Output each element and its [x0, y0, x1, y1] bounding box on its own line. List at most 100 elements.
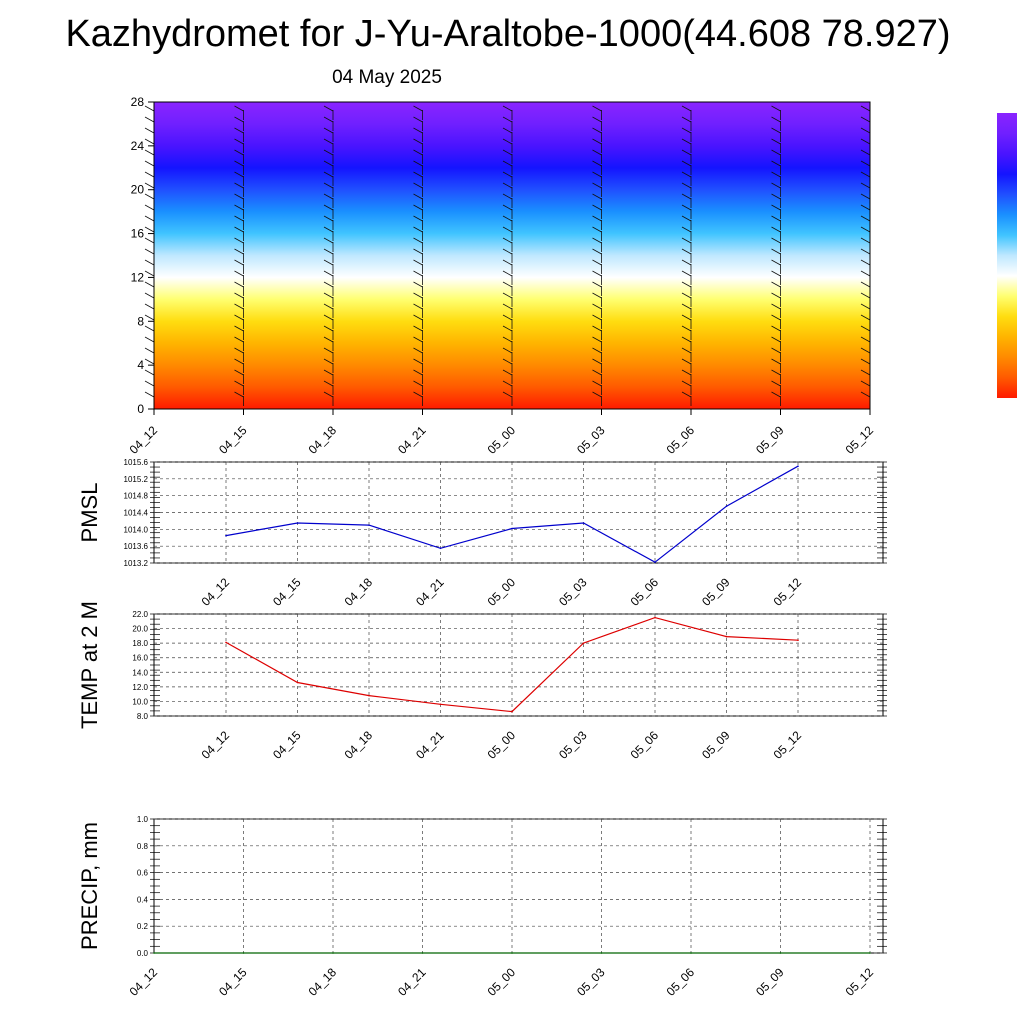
- wind-barb-flag: [413, 182, 423, 189]
- xtick-label: 05_03: [556, 575, 590, 609]
- wind-barb-flag: [860, 314, 871, 321]
- heatmap-ytick-label: 20: [131, 183, 145, 197]
- wind-barb-flag: [771, 237, 781, 244]
- wind-barb-flag: [234, 281, 244, 288]
- wind-barb-flag: [860, 138, 871, 145]
- wind-barb-flag: [771, 204, 781, 211]
- data-point: [368, 694, 370, 697]
- wind-barb-flag: [144, 160, 155, 167]
- wind-barb-flag: [323, 127, 334, 134]
- xtick-label: 04_18: [342, 728, 376, 762]
- wind-barb-flag: [502, 248, 513, 255]
- wind-barb-flag: [413, 303, 423, 310]
- wind-barb-flag: [592, 314, 602, 321]
- ytick-label: 1014.4: [124, 509, 149, 518]
- data-point: [654, 561, 656, 563]
- data-point: [725, 635, 728, 638]
- wind-barb-flag: [681, 336, 692, 343]
- wind-barb-flag: [860, 270, 871, 277]
- wind-barb-flag: [681, 237, 692, 244]
- wind-barb-flag: [323, 336, 334, 343]
- wind-barb-flag: [323, 204, 334, 211]
- wind-barb-flag: [234, 248, 244, 255]
- wind-barb-flag: [681, 193, 692, 200]
- wind-barb-flag: [413, 347, 423, 354]
- wind-barb-flag: [592, 182, 602, 189]
- wind-barb-flag: [771, 391, 781, 398]
- data-point: [153, 952, 155, 954]
- wind-barb-flag: [144, 237, 155, 244]
- wind-barb-flag: [860, 127, 871, 134]
- wind-barb-flag: [234, 369, 244, 376]
- wind-barb-flag: [323, 314, 334, 321]
- wind-barb-flag: [234, 270, 244, 277]
- xtick-label: 04_12: [199, 575, 233, 609]
- wind-barb-flag: [681, 160, 692, 167]
- wind-barb-flag: [413, 259, 423, 266]
- wind-barb-flag: [771, 116, 781, 123]
- wind-barb-flag: [413, 105, 423, 112]
- wind-barb-flag: [234, 358, 244, 365]
- wind-barb-flag: [592, 127, 602, 134]
- wind-barb-flag: [592, 358, 602, 365]
- data-point: [779, 952, 782, 954]
- wind-barb-flag: [681, 204, 692, 211]
- wind-barb-flag: [234, 325, 244, 332]
- wind-barb-flag: [413, 336, 423, 343]
- wind-barb-flag: [413, 149, 423, 156]
- wind-barb-flag: [592, 149, 602, 156]
- wind-barb-flag: [860, 369, 871, 376]
- ytick-label: 0.8: [137, 842, 149, 851]
- wind-barb-flag: [592, 138, 602, 145]
- wind-barb-flag: [771, 325, 781, 332]
- wind-barb-flag: [681, 248, 692, 255]
- wind-barb-flag: [144, 182, 155, 189]
- wind-barb-flag: [144, 204, 155, 211]
- heatmap-ytick-label: 8: [137, 314, 144, 328]
- wind-barb-flag: [323, 237, 334, 244]
- ytick-label: 1.0: [137, 815, 149, 824]
- temp-panel: 8.0 10.0 12.0 14.0 16.0 18.0 20.0 22.0 04_12 04_1…: [77, 601, 887, 762]
- wind-barb-flag: [323, 193, 334, 200]
- wind-barb-flag: [771, 358, 781, 365]
- wind-barb-flag: [234, 138, 244, 145]
- xtick-label: 04_15: [216, 965, 250, 999]
- wind-barb-flag: [860, 259, 871, 266]
- wind-barb-flag: [681, 127, 692, 134]
- wind-barb-flag: [144, 149, 155, 156]
- ytick-label: 0.6: [137, 869, 149, 878]
- ytick-label: 1015.2: [124, 475, 149, 484]
- data-point: [582, 642, 585, 644]
- heatmap-panel: 0 4 8 12 16 20 24 28 04_12 04_15 04_18 04_21 05_00 05…: [127, 95, 877, 457]
- wind-barb-flag: [860, 248, 871, 255]
- wind-barb-flag: [771, 347, 781, 354]
- wind-barb-flag: [234, 149, 244, 156]
- wind-barb-flag: [502, 215, 513, 222]
- xtick-label: 05_03: [574, 965, 608, 999]
- wind-barb-flag: [502, 182, 513, 189]
- ytick-label: 1014.0: [124, 525, 149, 534]
- wind-barb-flag: [592, 380, 602, 387]
- wind-barb-flag: [144, 325, 155, 332]
- wind-barb-flag: [860, 358, 871, 365]
- wind-barb-flag: [860, 105, 871, 112]
- wind-barb-flag: [144, 270, 155, 277]
- wind-barb-flag: [234, 303, 244, 310]
- heatmap-ytick-label: 28: [131, 95, 145, 109]
- wind-barb-flag: [323, 303, 334, 310]
- wind-barb-flag: [681, 358, 692, 365]
- data-point: [582, 522, 585, 524]
- wind-barb-flag: [234, 160, 244, 167]
- wind-barb-flag: [771, 160, 781, 167]
- wind-barb-flag: [323, 226, 334, 233]
- wind-barb-flag: [860, 149, 871, 156]
- xtick-label: 05_06: [628, 575, 662, 609]
- wind-barb-flag: [502, 127, 513, 134]
- wind-barb-flag: [771, 380, 781, 387]
- wind-barb-flag: [234, 314, 244, 321]
- data-point: [368, 524, 370, 526]
- wind-barb-flag: [413, 237, 423, 244]
- wind-barb-flag: [592, 292, 602, 299]
- ytick-label: 1014.8: [124, 492, 149, 501]
- xtick-label: 05_00: [485, 728, 519, 762]
